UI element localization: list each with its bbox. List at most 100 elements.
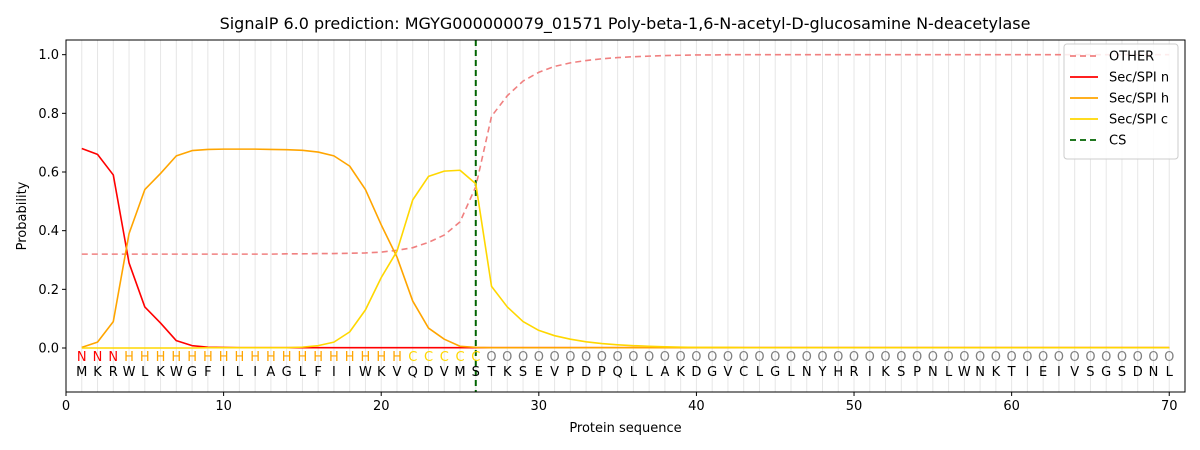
residue-label: L [646, 365, 654, 380]
region-label: O [1038, 350, 1048, 365]
region-label: H [219, 350, 229, 365]
region-label: C [471, 350, 480, 365]
region-label: O [628, 350, 638, 365]
region-label: N [93, 350, 103, 365]
region-label: H [298, 350, 308, 365]
region-label: O [1070, 350, 1080, 365]
region-label: O [975, 350, 985, 365]
region-label: O [770, 350, 780, 365]
x-tick-label: 30 [531, 399, 548, 414]
region-label: H [392, 350, 402, 365]
region-label: H [345, 350, 355, 365]
residue-label: I [1025, 365, 1029, 380]
region-label: O [676, 350, 686, 365]
x-tick-label: 10 [215, 399, 232, 414]
legend-label: Sec/SPI h [1109, 92, 1169, 107]
region-label: O [565, 350, 575, 365]
y-tick-label: 0.2 [38, 283, 59, 298]
residue-label: I [868, 365, 872, 380]
region-label: O [1085, 350, 1095, 365]
residue-label: D [423, 365, 433, 380]
residue-label: K [156, 365, 165, 380]
legend-box [1063, 43, 1179, 160]
residue-label: L [141, 365, 149, 380]
residue-label: I [348, 365, 352, 380]
region-label: H [250, 350, 260, 365]
legend-label: Sec/SPI n [1109, 71, 1169, 86]
residue-label: K [377, 365, 386, 380]
legend-label: OTHER [1109, 50, 1154, 65]
residue-label: E [535, 365, 543, 380]
y-tick-label: 0.8 [38, 107, 59, 122]
series-line-sec-spi-c [81, 169, 1170, 349]
x-tick-label: 20 [373, 399, 390, 414]
residue-label: L [1166, 365, 1174, 380]
residue-label: V [550, 365, 559, 380]
series-line-other [81, 53, 1170, 255]
residue-label: W [170, 365, 183, 380]
residue-label: N [928, 365, 938, 380]
x-tick-label: 40 [688, 399, 705, 414]
series-lines [81, 53, 1170, 349]
region-label: O [739, 350, 749, 365]
residue-label: L [630, 365, 638, 380]
residue-label: V [393, 365, 402, 380]
residue-label: T [487, 365, 496, 380]
residue-label: T [1007, 365, 1016, 380]
region-label: O [502, 350, 512, 365]
region-label: O [786, 350, 796, 365]
region-label: O [660, 350, 670, 365]
residue-label: R [850, 365, 859, 380]
residue-label: M [454, 365, 465, 380]
region-label: H [203, 350, 213, 365]
legend-label: CS [1109, 134, 1126, 149]
region-label: O [896, 350, 906, 365]
region-label: O [943, 350, 953, 365]
residue-label: G [1101, 365, 1111, 380]
region-label: H [234, 350, 244, 365]
residue-label: H [833, 365, 843, 380]
plot-frame [65, 39, 1186, 393]
x-tick-label: 50 [846, 399, 863, 414]
residue-label: L [756, 365, 764, 380]
residue-label: L [299, 365, 307, 380]
residue-label: W [958, 365, 971, 380]
x-tick-label: 60 [1003, 399, 1020, 414]
residue-label: L [945, 365, 953, 380]
region-label: H [140, 350, 150, 365]
residue-label: P [913, 365, 921, 380]
residue-label: G [707, 365, 717, 380]
y-tick-label: 0.0 [38, 342, 59, 357]
y-tick-label: 0.6 [38, 166, 59, 181]
residue-label: V [1070, 365, 1079, 380]
x-tick-label: 70 [1161, 399, 1178, 414]
residue-label: I [253, 365, 257, 380]
region-label: H [361, 350, 371, 365]
residue-label: L [236, 365, 244, 380]
residue-label: W [123, 365, 136, 380]
region-label: O [1022, 350, 1032, 365]
residue-label: G [770, 365, 780, 380]
residue-label: G [282, 365, 292, 380]
residue-label: Q [613, 365, 623, 380]
legend-label: Sec/SPI c [1109, 113, 1168, 128]
region-label: O [1164, 350, 1174, 365]
region-label: O [959, 350, 969, 365]
x-axis-label: Protein sequence [569, 421, 681, 436]
region-label: H [376, 350, 386, 365]
region-label: O [833, 350, 843, 365]
grid-lines [81, 40, 1170, 392]
residue-label: S [472, 365, 480, 380]
residue-label: D [691, 365, 701, 380]
region-label: C [440, 350, 449, 365]
residue-label: L [787, 365, 795, 380]
region-label: O [928, 350, 938, 365]
legend: OTHER Sec/SPI n Sec/SPI h Sec/SPI c CS [1063, 43, 1179, 160]
region-label: O [597, 350, 607, 365]
region-label: O [581, 350, 591, 365]
axes: 0 10 20 30 40 50 60 70 0.0 0.2 0.4 0.6 0.8 1.0 [38, 48, 1177, 414]
residue-label: W [359, 365, 372, 380]
residue-label: D [581, 365, 591, 380]
region-label: O [707, 350, 717, 365]
region-label: H [266, 350, 276, 365]
